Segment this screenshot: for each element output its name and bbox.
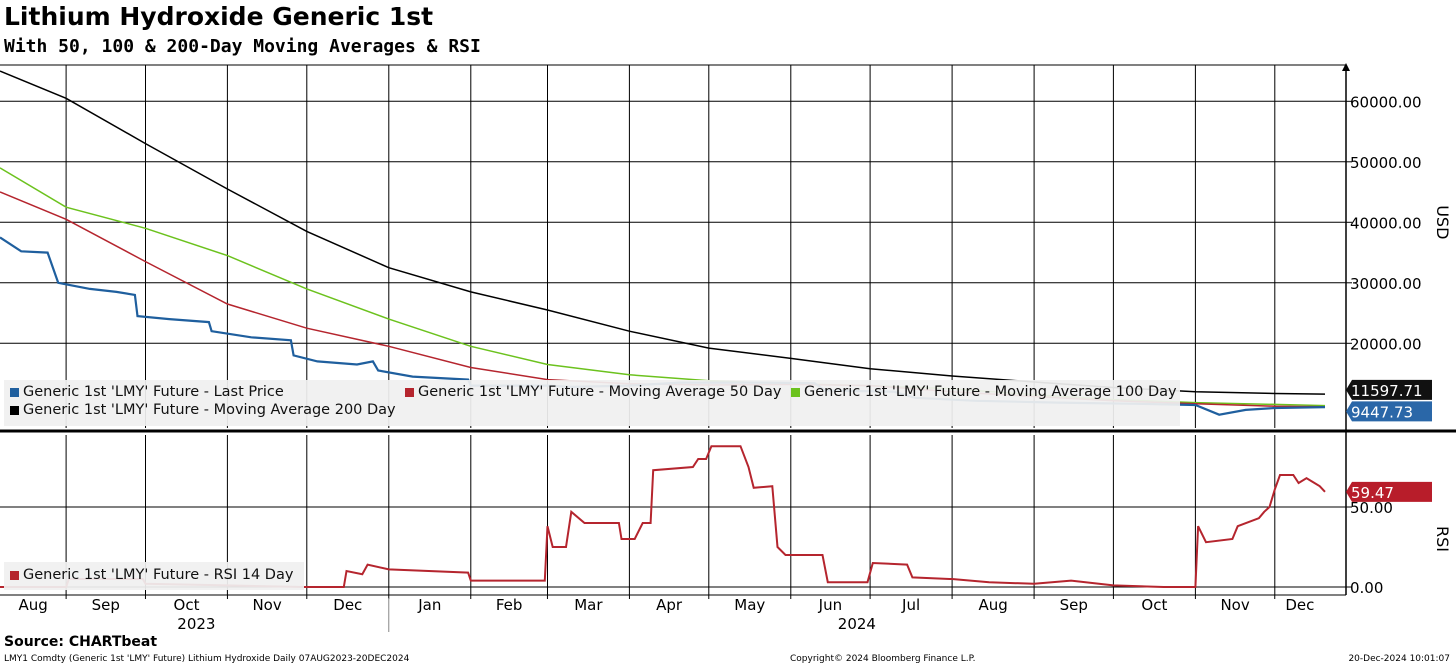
x-tick-label-month: Nov	[252, 596, 281, 614]
chart-title: Lithium Hydroxide Generic 1st	[4, 2, 434, 31]
legend-label-rsi: Generic 1st 'LMY' Future - RSI 14 Day	[23, 567, 294, 583]
y-tick-label-price: 40000.00	[1350, 214, 1422, 232]
x-tick-label-month: May	[734, 596, 765, 614]
y-axis-title-price: USD	[1433, 205, 1452, 239]
x-tick-label-month: Aug	[978, 596, 1007, 614]
y-axis-arrow	[1342, 63, 1350, 71]
footer-copyright: Copyright© 2024 Bloomberg Finance L.P.	[790, 654, 976, 664]
source-note: Source: CHARTbeat	[4, 634, 158, 650]
legend-label-ma200: Generic 1st 'LMY' Future - Moving Averag…	[23, 402, 396, 418]
x-tick-label-month: Jun	[818, 596, 842, 614]
grid-lines	[0, 65, 1346, 595]
y-tick-label-price: 60000.00	[1350, 93, 1422, 111]
legend-item-ma50: Generic 1st 'LMY' Future - Moving Averag…	[405, 384, 781, 400]
x-year-label: 2024	[838, 615, 876, 633]
last-value-tag-rsi-label: 59.47	[1351, 484, 1394, 502]
series-line-ma50	[0, 191, 1326, 408]
x-tick-label-month: Sep	[1060, 596, 1088, 614]
chart-subtitle: With 50, 100 & 200-Day Moving Averages &…	[4, 36, 481, 57]
y-tick-label-price: 30000.00	[1350, 275, 1422, 293]
x-tick-label-month: Nov	[1220, 596, 1249, 614]
y-tick-label-rsi: 0.00	[1350, 579, 1383, 597]
rsi-legend: Generic 1st 'LMY' Future - RSI 14 Day	[4, 562, 304, 590]
legend-item-ma100: Generic 1st 'LMY' Future - Moving Averag…	[791, 384, 1177, 400]
y-tick-label-rsi: 50.00	[1350, 499, 1393, 517]
last-value-tag-ma200-box	[1346, 379, 1432, 400]
y-axis-title-rsi: RSI	[1433, 526, 1452, 552]
last-value-tag-ma200-label: 11597.71	[1351, 382, 1423, 400]
last-value-tag-rsi-box	[1346, 481, 1432, 502]
last-value-tag-ma200: 11597.71	[1346, 379, 1432, 400]
legend-item-rsi: Generic 1st 'LMY' Future - RSI 14 Day	[10, 567, 293, 583]
legend-label-ma50: Generic 1st 'LMY' Future - Moving Averag…	[418, 384, 782, 400]
x-tick-label-month: Oct	[1141, 596, 1167, 614]
x-tick-label-month: Oct	[174, 596, 200, 614]
price-legend: Generic 1st 'LMY' Future - Last Price Ge…	[4, 380, 1180, 426]
footer-ticker: LMY1 Comdty (Generic 1st 'LMY' Future) L…	[4, 654, 410, 664]
legend-item-ma200: Generic 1st 'LMY' Future - Moving Averag…	[10, 402, 396, 418]
legend-label-last-price: Generic 1st 'LMY' Future - Last Price	[23, 384, 284, 400]
x-tick-label-month: Dec	[333, 596, 362, 614]
x-tick-label-month: Jul	[901, 596, 920, 614]
legend-swatch-last-price	[10, 387, 19, 397]
legend-swatch-rsi	[10, 570, 19, 580]
last-value-tag-last-price-label: 9447.73	[1351, 403, 1413, 421]
x-tick-label-month: Mar	[574, 596, 603, 614]
legend-swatch-ma50	[405, 387, 414, 397]
footer-timestamp: 20-Dec-2024 10:01:07	[1348, 654, 1450, 664]
x-tick-label-month: Sep	[92, 596, 120, 614]
x-tick-label-month: Dec	[1285, 596, 1314, 614]
series-line-rsi	[0, 445, 1326, 588]
x-tick-label-month: Apr	[656, 596, 683, 614]
legend-swatch-ma100	[791, 387, 800, 397]
y-tick-label-price: 20000.00	[1350, 335, 1422, 353]
legend-item-last-price: Generic 1st 'LMY' Future - Last Price	[10, 384, 284, 400]
legend-label-ma100: Generic 1st 'LMY' Future - Moving Averag…	[804, 384, 1177, 400]
x-tick-label-month: Aug	[18, 596, 47, 614]
x-year-label: 2023	[177, 615, 215, 633]
legend-swatch-ma200	[10, 405, 19, 415]
last-value-tag-rsi: 59.47	[1346, 481, 1432, 502]
last-value-tag-last-price: 9447.73	[1346, 401, 1432, 422]
x-tick-label-month: Jan	[417, 596, 441, 614]
x-tick-label-month: Feb	[496, 596, 523, 614]
last-value-tag-last-price-box	[1346, 401, 1432, 422]
series-line-ma100	[0, 167, 1326, 407]
series-line-ma200	[0, 70, 1326, 395]
y-tick-label-price: 50000.00	[1350, 154, 1422, 172]
